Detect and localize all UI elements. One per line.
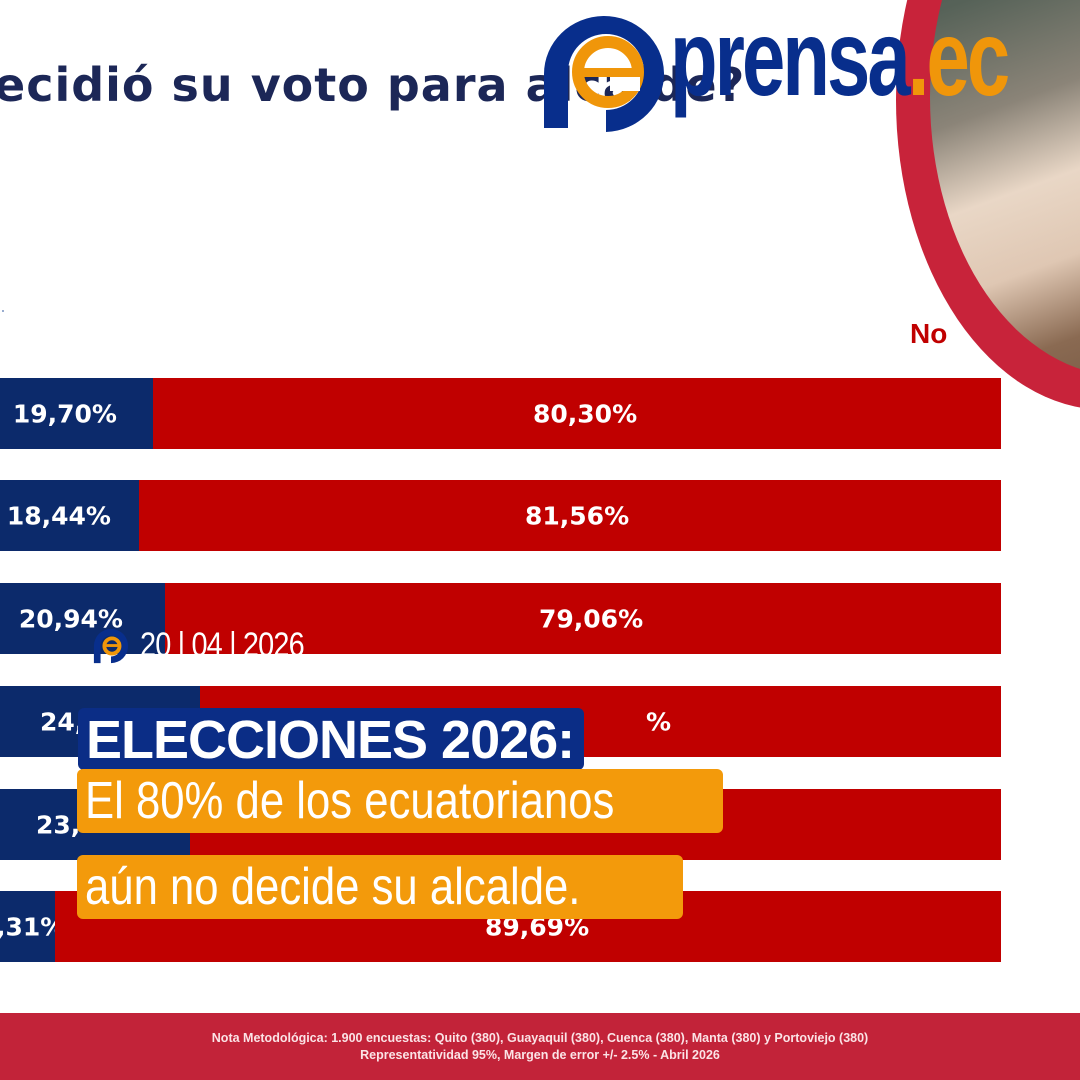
bar-row: 20,94% 79,06% — [0, 583, 1001, 654]
bar-si-segment: 18,44% — [0, 480, 139, 551]
prensa-logo-icon — [544, 16, 664, 132]
date-text: 20 | 04 | 2026 — [140, 626, 305, 664]
bar-si-value: ,31% — [0, 912, 66, 941]
bar-no-value: 81,56% — [525, 501, 630, 530]
ballot-photo-circle — [896, 0, 1080, 410]
brand-name: prensa — [670, 0, 911, 118]
bar-row: 19,70% 80,30% — [0, 378, 1001, 449]
publish-date: 20 | 04 | 2026 — [92, 626, 333, 665]
headline-subtitle-line2: aún no decide su alcalde. — [77, 855, 683, 919]
legend-marker: · — [0, 300, 6, 320]
methodology-note: Nota Metodológica: 1.900 encuestas: Quit… — [211, 1030, 869, 1045]
headline-subtitle-line1: El 80% de los ecuatorianos — [77, 769, 724, 833]
methodology-footer: Nota Metodológica: 1.900 encuestas: Quit… — [0, 1013, 1080, 1080]
bar-row: 18,44% 81,56% — [0, 480, 1001, 551]
prensa-ec-logo: prensa.ec — [540, 4, 1010, 135]
bar-si-value: 23, — [36, 810, 81, 839]
bar-no-value: % — [646, 707, 672, 736]
bar-no-segment: 80,30% — [153, 378, 1001, 449]
headline-subtitle-text: aún no decide su alcalde. — [85, 858, 581, 916]
bar-si-value: 19,70% — [12, 399, 117, 428]
headline-subtitle-text: El 80% de los ecuatorianos — [85, 772, 615, 830]
bar-no-value: 80,30% — [533, 399, 638, 428]
prensa-mini-logo-icon — [93, 628, 129, 663]
bar-si-segment: ,31% — [0, 891, 65, 962]
brand-tld: .ec — [907, 0, 1010, 118]
legend-no-label: No — [910, 318, 948, 349]
bar-no-segment: 79,06% — [165, 583, 1001, 654]
bar-si-segment: 20,94% — [0, 583, 165, 654]
bar-no-value: 79,06% — [539, 604, 644, 633]
bar-si-value: 20,94% — [18, 604, 123, 633]
methodology-margin: Representatividad 95%, Margen de error +… — [360, 1047, 720, 1062]
bar-si-value: 24, — [40, 707, 85, 736]
bar-si-value: 18,44% — [6, 501, 111, 530]
brand-wordmark: prensa.ec — [670, 4, 1010, 112]
bar-si-segment: 19,70% — [0, 378, 153, 449]
headline-title: ELECCIONES 2026: — [78, 708, 585, 770]
bar-no-segment: 81,56% — [139, 480, 1001, 551]
